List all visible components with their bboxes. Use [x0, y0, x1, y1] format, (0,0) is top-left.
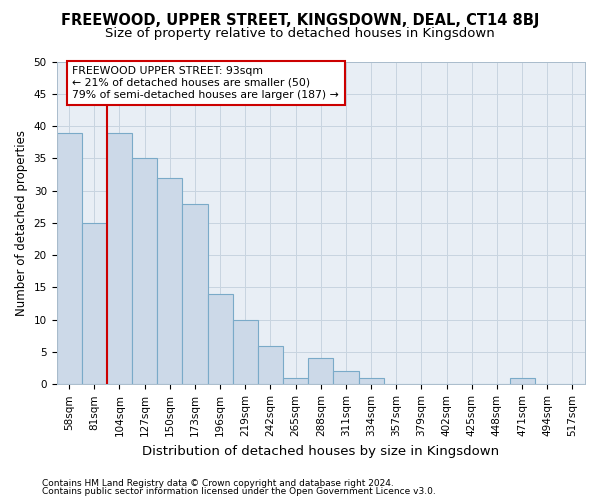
Bar	[132, 158, 157, 384]
Bar	[308, 358, 334, 384]
Bar	[283, 378, 308, 384]
Text: FREEWOOD, UPPER STREET, KINGSDOWN, DEAL, CT14 8BJ: FREEWOOD, UPPER STREET, KINGSDOWN, DEAL,…	[61, 12, 539, 28]
Bar	[509, 378, 535, 384]
Y-axis label: Number of detached properties: Number of detached properties	[15, 130, 28, 316]
Bar	[258, 346, 283, 385]
Bar	[107, 132, 132, 384]
Bar	[157, 178, 182, 384]
Text: FREEWOOD UPPER STREET: 93sqm
← 21% of detached houses are smaller (50)
79% of se: FREEWOOD UPPER STREET: 93sqm ← 21% of de…	[73, 66, 339, 100]
Bar	[56, 132, 82, 384]
Bar	[233, 320, 258, 384]
Bar	[334, 372, 359, 384]
Text: Size of property relative to detached houses in Kingsdown: Size of property relative to detached ho…	[105, 28, 495, 40]
Bar	[182, 204, 208, 384]
X-axis label: Distribution of detached houses by size in Kingsdown: Distribution of detached houses by size …	[142, 444, 499, 458]
Bar	[359, 378, 383, 384]
Bar	[208, 294, 233, 384]
Text: Contains public sector information licensed under the Open Government Licence v3: Contains public sector information licen…	[42, 487, 436, 496]
Text: Contains HM Land Registry data © Crown copyright and database right 2024.: Contains HM Land Registry data © Crown c…	[42, 478, 394, 488]
Bar	[82, 223, 107, 384]
